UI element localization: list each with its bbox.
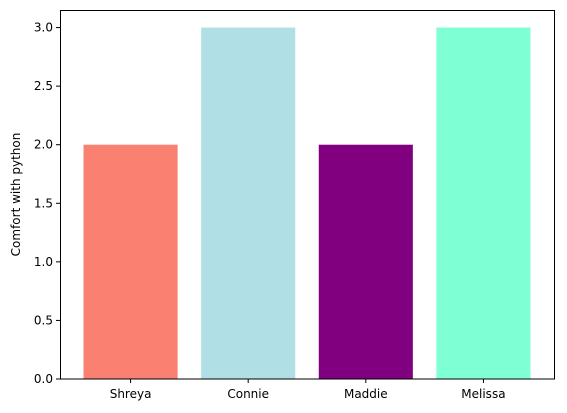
bar-maddie [318,144,413,379]
x-tick-label: Connie [227,387,269,401]
plot-frame [60,10,555,380]
x-tick-label: Melissa [461,387,505,401]
y-axis-label: Comfort with python [9,133,23,257]
y-tick-label: 3.0 [34,21,53,35]
y-tick-label: 1.0 [34,255,53,269]
y-tick-label: 2.0 [34,138,53,152]
bar-melissa [436,27,531,379]
x-tick-label: Maddie [344,387,388,401]
x-axis: Shreya Connie Maddie Melissa [110,379,506,401]
y-tick-label: 2.5 [34,79,53,93]
bars-group [83,27,531,379]
bar-shreya [83,144,178,379]
bar-connie [201,27,296,379]
y-axis: 0.0 0.5 1.0 1.5 2.0 2.5 3.0 [34,21,60,386]
y-tick-label: 0.0 [34,372,53,386]
y-tick-label: 1.5 [34,196,53,210]
x-tick-label: Shreya [110,387,152,401]
y-tick-label: 0.5 [34,313,53,327]
